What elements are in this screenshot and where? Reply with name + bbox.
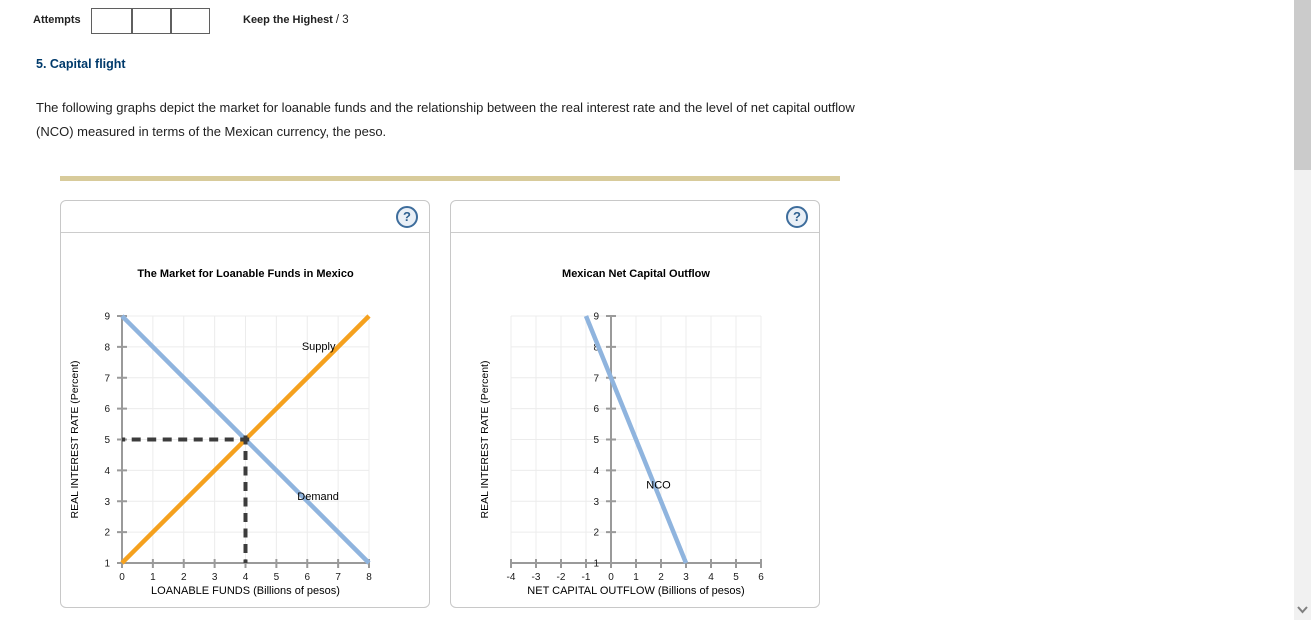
y-axis-title: REAL INTEREST RATE (Percent) [69, 361, 81, 519]
x-tick-label: -2 [557, 572, 566, 583]
help-icon[interactable]: ? [396, 206, 418, 228]
page-scrollbar[interactable] [1294, 0, 1311, 620]
y-tick-label: 8 [104, 342, 110, 353]
attempt-box-2 [131, 9, 170, 33]
attempt-box-3 [170, 9, 209, 33]
net-capital-outflow-panel: ? 1 2 3 4 5 6 7 8 9 -4 -3 -2 -1 0 1 2 3 4 5 6 NCO Mexican Net… [450, 200, 820, 608]
net-capital-outflow-panel-header: ? [451, 201, 819, 233]
x-tick-label: 2 [658, 572, 664, 583]
supply-label: Supply [302, 341, 336, 353]
attempts-label: Attempts [33, 14, 81, 26]
help-icon[interactable]: ? [786, 206, 808, 228]
attempt-box-1 [92, 9, 131, 33]
x-tick-label: 4 [708, 572, 714, 583]
y-tick-label: 9 [593, 312, 599, 323]
y-tick-label: 2 [104, 528, 110, 539]
chevron-down-icon [1297, 606, 1308, 614]
x-tick-label: 3 [212, 572, 218, 583]
x-tick-label: 0 [608, 572, 614, 583]
scrollbar-down-icon[interactable] [1294, 602, 1311, 618]
x-tick-label: 4 [243, 572, 249, 583]
description-line1: The following graphs depict the market f… [36, 100, 855, 115]
question-description: The following graphs depict the market f… [36, 96, 855, 144]
y-tick-label: 6 [104, 404, 110, 415]
x-tick-label: 1 [633, 572, 639, 583]
loanable-funds-panel: ? 1 2 3 4 5 6 7 8 9 0 1 2 3 4 5 6 7 8 Demand Supply The Mark… [60, 200, 430, 608]
y-tick-label: 4 [104, 466, 110, 477]
section-divider [60, 176, 840, 181]
loanable-funds-panel-header: ? [61, 201, 429, 233]
x-tick-label: 1 [150, 572, 156, 583]
y-axis-title: REAL INTEREST RATE (Percent) [479, 361, 491, 519]
x-tick-label: 7 [335, 572, 341, 583]
chart-title: Mexican Net Capital Outflow [562, 268, 710, 280]
x-tick-label: 3 [683, 572, 689, 583]
x-tick-label: 8 [366, 572, 372, 583]
y-tick-label: 1 [104, 559, 110, 570]
demand-label: Demand [297, 491, 339, 503]
x-tick-label: 6 [758, 572, 764, 583]
y-tick-label: 5 [593, 435, 599, 446]
y-tick-label: 3 [104, 497, 110, 508]
description-line2: (NCO) measured in terms of the Mexican c… [36, 124, 387, 139]
question-title: 5. Capital flight [36, 57, 126, 71]
y-tick-label: 7 [104, 373, 110, 384]
x-tick-label: 5 [274, 572, 280, 583]
y-tick-label: 7 [593, 373, 599, 384]
y-tick-label: 8 [593, 342, 599, 353]
nco-label: NCO [646, 479, 671, 491]
x-tick-label: 2 [181, 572, 187, 583]
x-tick-label: -4 [507, 572, 516, 583]
y-tick-label: 1 [593, 559, 599, 570]
y-tick-label: 2 [593, 528, 599, 539]
y-tick-label: 9 [104, 312, 110, 323]
x-tick-label: -1 [582, 572, 591, 583]
keep-highest-label: Keep the Highest [243, 14, 333, 26]
x-axis-title: NET CAPITAL OUTFLOW (Billions of pesos) [527, 585, 744, 597]
y-tick-label: 4 [593, 466, 599, 477]
keep-highest-suffix: / 3 [335, 14, 349, 26]
chart-title: The Market for Loanable Funds in Mexico [137, 268, 354, 280]
x-tick-label: 5 [733, 572, 739, 583]
y-tick-label: 3 [593, 497, 599, 508]
x-axis-title: LOANABLE FUNDS (Billions of pesos) [151, 585, 340, 597]
y-tick-label: 6 [593, 404, 599, 415]
attempts-score-boxes [91, 8, 210, 34]
keep-highest: Keep the Highest / 3 [243, 14, 349, 26]
x-tick-label: -3 [532, 572, 541, 583]
y-tick-label: 5 [104, 435, 110, 446]
nco-curve [583, 315, 689, 564]
x-tick-label: 6 [304, 572, 310, 583]
x-tick-label: 0 [119, 572, 125, 583]
scrollbar-thumb[interactable] [1294, 0, 1311, 170]
